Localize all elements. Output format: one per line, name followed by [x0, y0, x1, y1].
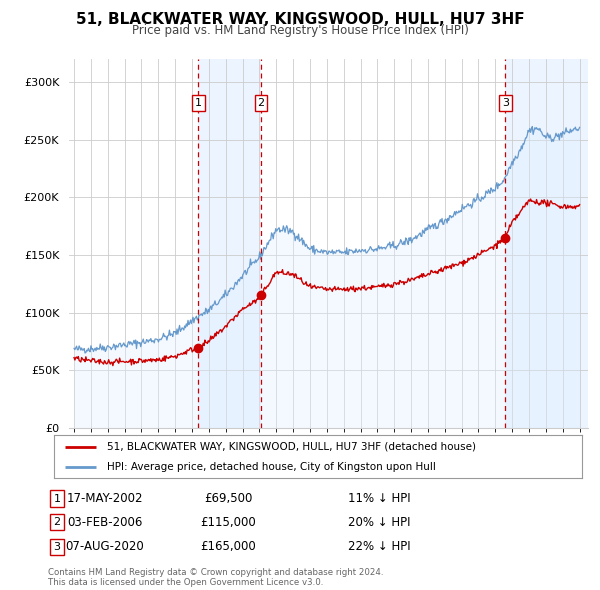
Text: £165,000: £165,000: [200, 540, 256, 553]
Bar: [199, 59, 261, 428]
Text: 3: 3: [53, 542, 61, 552]
Text: HPI: Average price, detached house, City of Kingston upon Hull: HPI: Average price, detached house, City…: [107, 462, 436, 472]
Text: 3: 3: [502, 98, 509, 108]
Text: 2: 2: [53, 517, 61, 527]
Text: 17-MAY-2002: 17-MAY-2002: [67, 492, 143, 505]
Text: Price paid vs. HM Land Registry's House Price Index (HPI): Price paid vs. HM Land Registry's House …: [131, 24, 469, 37]
Text: 1: 1: [195, 98, 202, 108]
Text: 1: 1: [53, 494, 61, 503]
Text: 51, BLACKWATER WAY, KINGSWOOD, HULL, HU7 3HF: 51, BLACKWATER WAY, KINGSWOOD, HULL, HU7…: [76, 12, 524, 27]
Text: Contains HM Land Registry data © Crown copyright and database right 2024.
This d: Contains HM Land Registry data © Crown c…: [48, 568, 383, 587]
Bar: [505, 59, 588, 428]
Text: 20% ↓ HPI: 20% ↓ HPI: [348, 516, 410, 529]
Text: 07-AUG-2020: 07-AUG-2020: [65, 540, 145, 553]
Text: 03-FEB-2006: 03-FEB-2006: [67, 516, 143, 529]
Text: 22% ↓ HPI: 22% ↓ HPI: [348, 540, 410, 553]
Text: 51, BLACKWATER WAY, KINGSWOOD, HULL, HU7 3HF (detached house): 51, BLACKWATER WAY, KINGSWOOD, HULL, HU7…: [107, 442, 476, 452]
Text: £115,000: £115,000: [200, 516, 256, 529]
Text: 11% ↓ HPI: 11% ↓ HPI: [348, 492, 410, 505]
Text: 2: 2: [257, 98, 265, 108]
Text: £69,500: £69,500: [204, 492, 252, 505]
